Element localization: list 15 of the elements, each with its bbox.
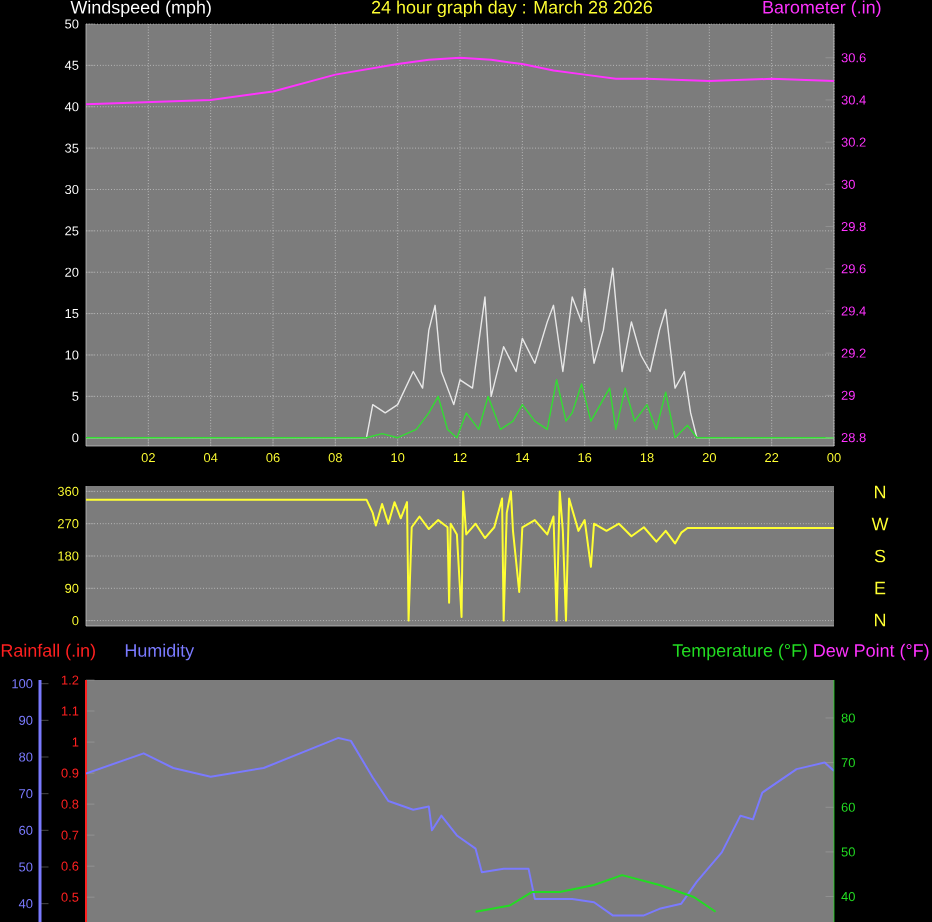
text: W [871, 517, 889, 531]
y-axis-title: Windspeed (mph) [70, 0, 211, 18]
text: E [875, 581, 886, 595]
text: N [875, 485, 886, 499]
y3-axis-title: Rainfall (.in) [1, 643, 95, 661]
chart-title: 24 hour graph day : March 28 2026 [372, 0, 653, 18]
line-series [86, 490, 835, 622]
y2-axis-title: Temperature (°F) [672, 643, 807, 661]
y-axis-title: Humidity [125, 643, 195, 661]
text: Dew Point (°F) [814, 643, 929, 661]
y2-axis-title: Barometer (.in) [763, 0, 881, 18]
line-series [474, 874, 717, 913]
text: S [874, 549, 886, 563]
line-series [86, 736, 834, 917]
text: N [875, 613, 886, 627]
